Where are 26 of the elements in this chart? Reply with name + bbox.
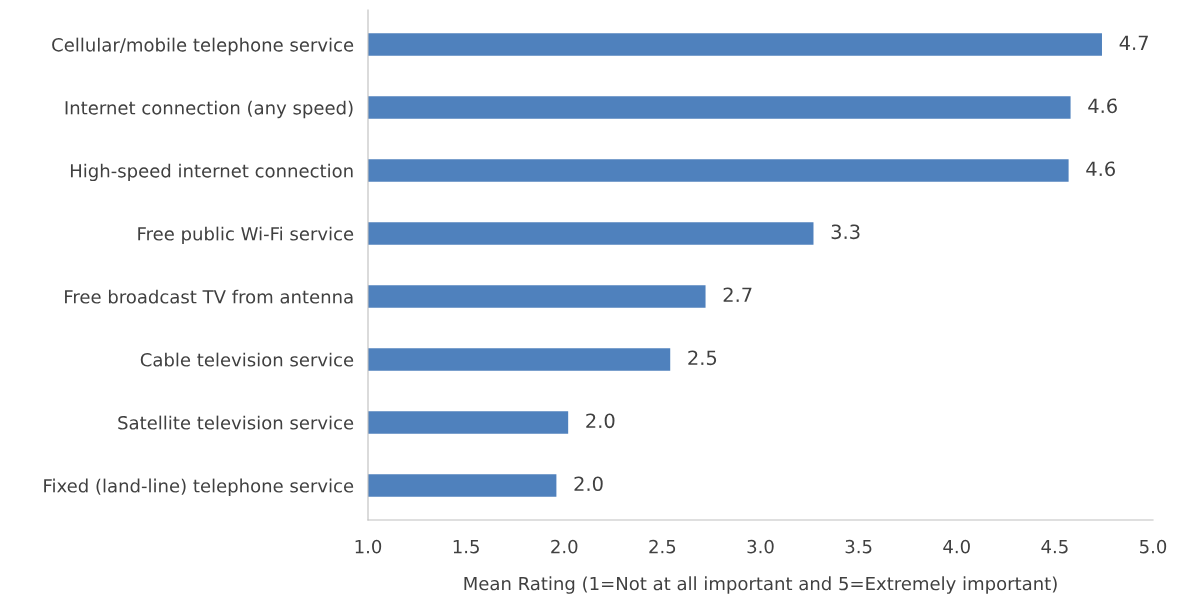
x-tick-label: 4.5 xyxy=(1041,540,1068,554)
y-tick-label: High-speed internet connection xyxy=(70,163,353,182)
y-tick-label: Free broadcast TV from antenna xyxy=(65,289,353,304)
x-tick-label: 1.0 xyxy=(355,539,382,554)
x-axis-title: Mean Rating (1=Not at all important and 5=Extremely important) xyxy=(464,576,1057,594)
y-tick-label: Cable television service xyxy=(140,352,354,367)
y-tick-label: Satellite television service xyxy=(118,415,354,430)
data-label: 2.0 xyxy=(586,413,615,429)
x-tick-label: 3.5 xyxy=(845,539,872,554)
y-tick-label: Cellular/mobile telephone service xyxy=(52,37,354,56)
x-tick-label: 3.0 xyxy=(747,539,774,554)
data-label: 4.7 xyxy=(1119,35,1148,50)
data-label: 2.5 xyxy=(688,350,717,366)
data-label: 4.6 xyxy=(1086,161,1115,177)
y-tick-label: Fixed (land-line) telephone service xyxy=(44,478,354,497)
data-label: 2.7 xyxy=(723,287,752,302)
y-tick-label: Internet connection (any speed) xyxy=(65,100,353,119)
data-label: 3.3 xyxy=(831,224,860,240)
x-tick-label: 1.5 xyxy=(453,540,479,554)
x-tick-label: 2.0 xyxy=(551,539,578,554)
x-tick-label: 5.0 xyxy=(1140,539,1167,554)
x-tick-label: 4.0 xyxy=(943,539,970,554)
y-tick-label: Free public Wi-Fi service xyxy=(138,226,354,245)
data-label: 2.0 xyxy=(574,476,603,492)
x-tick-label: 2.5 xyxy=(649,539,676,554)
data-label: 4.6 xyxy=(1088,98,1117,114)
